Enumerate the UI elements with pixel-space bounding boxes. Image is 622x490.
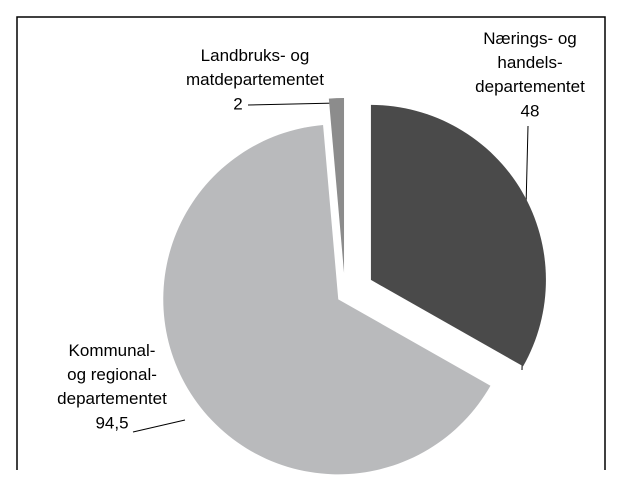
value-label: 2 [233, 94, 242, 113]
pie-slice [370, 104, 546, 367]
slice-label: Landbruks- og matdepartementet [186, 46, 324, 89]
frame [16, 16, 606, 470]
value-label: 48 [521, 101, 540, 120]
leader-line [247, 102, 339, 106]
value-label: 94,5 [95, 413, 128, 432]
slice-label: Nærings- og handels-departementet [475, 29, 585, 96]
pie-slice [163, 124, 491, 475]
pie-slice [328, 98, 345, 274]
slice-label: Kommunal-og regional-departementet [57, 341, 167, 408]
leader-line [132, 419, 186, 433]
